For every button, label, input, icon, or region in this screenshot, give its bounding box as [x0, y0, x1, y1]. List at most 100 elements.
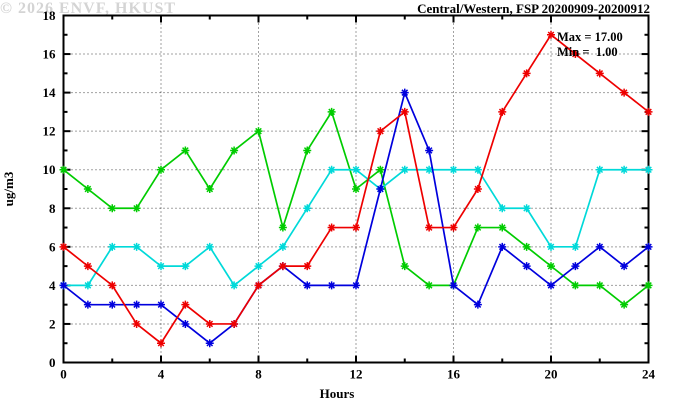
marker-cyan-h14 — [400, 165, 409, 174]
marker-red-h14 — [400, 107, 409, 116]
marker-red-h4 — [157, 339, 165, 348]
marker-red-h1 — [83, 262, 92, 271]
marker-green-h22 — [595, 281, 604, 290]
marker-green-h12 — [352, 185, 360, 193]
marker-green-h7 — [230, 146, 239, 155]
svg-text:6: 6 — [49, 239, 56, 254]
marker-cyan-h21 — [571, 242, 580, 251]
marker-cyan-h16 — [449, 165, 458, 174]
marker-red-h9 — [278, 262, 287, 271]
marker-green-h0 — [59, 165, 68, 174]
max-annotation: Max = 17.00 — [557, 30, 623, 44]
marker-cyan-h12 — [352, 165, 360, 174]
svg-text:16: 16 — [447, 367, 461, 382]
marker-blue-h14 — [400, 88, 409, 97]
svg-text:18: 18 — [43, 8, 57, 23]
svg-text:12: 12 — [350, 367, 363, 382]
marker-green-h11 — [327, 107, 336, 116]
svg-text:0: 0 — [60, 367, 67, 382]
svg-text:20: 20 — [545, 367, 558, 382]
marker-green-h6 — [205, 185, 214, 193]
marker-blue-h22 — [595, 242, 604, 251]
marker-cyan-h10 — [303, 204, 312, 213]
marker-blue-h6 — [205, 339, 214, 348]
marker-cyan-h15 — [425, 165, 434, 174]
svg-text:4: 4 — [158, 367, 165, 382]
y-tick-labels: 0 2 4 6 8 10 12 14 16 18 — [43, 8, 57, 370]
marker-red-h7 — [230, 319, 239, 328]
marker-blue-h16 — [449, 281, 458, 290]
marker-green-h8 — [254, 127, 263, 136]
marker-blue-h3 — [132, 300, 141, 309]
marker-green-h10 — [303, 146, 312, 155]
marker-blue-h24 — [644, 242, 653, 251]
marker-green-h4 — [157, 165, 165, 174]
svg-text:8: 8 — [255, 367, 262, 382]
marker-red-h8 — [254, 281, 263, 290]
svg-text:12: 12 — [43, 124, 56, 139]
marker-green-h3 — [132, 204, 141, 213]
marker-blue-h5 — [181, 319, 190, 328]
max-min-annotation: Max = 17.00 Min = 1.00 — [557, 30, 623, 60]
series-green — [59, 107, 653, 309]
svg-text:4: 4 — [49, 278, 56, 293]
marker-green-h1 — [83, 185, 92, 193]
marker-cyan-h17 — [473, 165, 482, 174]
marker-red-h17 — [473, 185, 482, 193]
marker-green-h15 — [425, 281, 434, 290]
marker-red-h2 — [108, 281, 117, 290]
marker-cyan-h8 — [254, 262, 263, 271]
marker-red-h6 — [205, 319, 214, 328]
marker-red-h18 — [498, 107, 507, 116]
series-cyan — [59, 165, 653, 290]
marker-red-h16 — [449, 223, 458, 232]
marker-green-h17 — [473, 223, 482, 232]
marker-cyan-h6 — [205, 242, 214, 251]
marker-red-h11 — [327, 223, 336, 232]
series-red — [59, 30, 653, 348]
marker-red-h23 — [620, 88, 629, 97]
marker-cyan-h24 — [644, 165, 653, 174]
marker-blue-h18 — [498, 242, 507, 251]
x-axis-title: Hours — [319, 386, 355, 401]
marker-red-h22 — [595, 69, 604, 78]
plot-border — [62, 14, 650, 364]
marker-red-h19 — [522, 69, 531, 78]
marker-green-h5 — [181, 146, 190, 155]
marker-cyan-h18 — [498, 204, 507, 213]
marker-blue-h12 — [352, 281, 360, 290]
marker-cyan-h3 — [132, 242, 141, 251]
marker-cyan-h4 — [157, 262, 165, 271]
marker-cyan-h2 — [108, 242, 117, 251]
marker-cyan-h7 — [230, 281, 239, 290]
marker-blue-h23 — [620, 262, 629, 271]
marker-blue-h2 — [108, 300, 117, 309]
marker-cyan-h19 — [522, 204, 531, 213]
marker-blue-h15 — [425, 146, 434, 155]
y-axis-title: ug/m3 — [1, 171, 16, 207]
marker-blue-h20 — [547, 281, 555, 290]
marker-red-h5 — [181, 300, 190, 309]
marker-green-h19 — [522, 242, 531, 251]
marker-cyan-h5 — [181, 262, 190, 271]
svg-text:14: 14 — [43, 85, 57, 100]
marker-blue-h21 — [571, 262, 580, 271]
marker-green-h20 — [547, 262, 555, 271]
marker-blue-h10 — [303, 281, 312, 290]
svg-text:0: 0 — [49, 355, 56, 370]
watermark: © 2026 ENVF, HKUST — [0, 0, 177, 17]
svg-text:16: 16 — [43, 47, 57, 62]
marker-blue-h11 — [327, 281, 336, 290]
marker-blue-h1 — [83, 300, 92, 309]
marker-green-h24 — [644, 281, 653, 290]
marker-red-h24 — [644, 107, 653, 116]
marker-green-h23 — [620, 300, 629, 309]
x-tick-labels: 0 4 8 12 16 20 24 — [60, 367, 655, 382]
marker-cyan-h11 — [327, 165, 336, 174]
marker-blue-h19 — [522, 262, 531, 271]
marker-blue-h13 — [376, 185, 385, 193]
svg-text:2: 2 — [49, 316, 56, 331]
marker-blue-h0 — [59, 281, 68, 290]
